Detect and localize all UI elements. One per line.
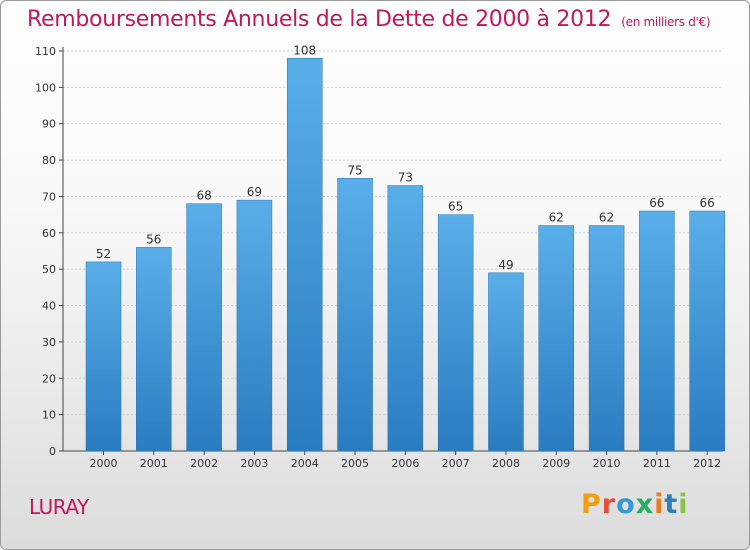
x-tick-label: 2011 bbox=[643, 457, 671, 470]
title-text: Remboursements Annuels de la Dette de 20… bbox=[27, 7, 612, 32]
data-label-2002: 68 bbox=[196, 189, 211, 203]
data-labels: 52 56 68 69 108 75 73 65 49 62 62 66 66 bbox=[96, 43, 715, 272]
x-tick-label: 2001 bbox=[140, 457, 168, 470]
bar-2003 bbox=[236, 199, 273, 452]
y-tick-label: 110 bbox=[35, 45, 56, 58]
bar-2011 bbox=[639, 210, 675, 452]
title-unit: (en milliers d'€) bbox=[621, 15, 711, 29]
bar-2004 bbox=[286, 58, 323, 452]
y-tick-label: 20 bbox=[42, 372, 56, 385]
data-label-2011: 66 bbox=[649, 196, 664, 210]
gridlines bbox=[63, 50, 723, 416]
commune-name: LURAY bbox=[29, 495, 89, 519]
proxiti-logo: Proxiti bbox=[581, 489, 689, 520]
x-tick-label: 2004 bbox=[291, 457, 319, 470]
y-tick-label: 10 bbox=[42, 409, 56, 422]
data-label-2007: 65 bbox=[448, 200, 463, 214]
data-label-2001: 56 bbox=[146, 232, 161, 246]
x-tick-label: 2012 bbox=[693, 457, 721, 470]
data-label-2003: 69 bbox=[247, 185, 262, 199]
data-label-2012: 66 bbox=[700, 196, 715, 210]
x-tick-label: 2002 bbox=[190, 457, 218, 470]
data-label-2004: 108 bbox=[293, 43, 316, 57]
bar-2005 bbox=[337, 178, 373, 452]
y-tick-label: 60 bbox=[42, 227, 56, 240]
x-tick-label: 2007 bbox=[442, 457, 470, 470]
data-label-2010: 62 bbox=[599, 211, 614, 225]
bar-2008 bbox=[488, 272, 524, 452]
bar-2007 bbox=[437, 214, 474, 452]
x-tick-label: 2005 bbox=[341, 457, 369, 470]
x-tick-label: 2010 bbox=[593, 457, 621, 470]
y-tick-label: 90 bbox=[42, 118, 56, 131]
y-tick-label: 100 bbox=[35, 81, 56, 94]
y-tick-label: 40 bbox=[42, 300, 56, 313]
y-tick-label: 30 bbox=[42, 336, 56, 349]
bar-2001 bbox=[136, 247, 172, 452]
bar-2000 bbox=[85, 261, 122, 452]
data-label-2009: 62 bbox=[549, 211, 564, 225]
bars bbox=[85, 58, 725, 452]
bar-2002 bbox=[186, 203, 222, 452]
x-tick-label: 2000 bbox=[90, 457, 118, 470]
y-tick-label: 50 bbox=[42, 263, 56, 276]
data-label-2008: 49 bbox=[498, 258, 513, 272]
bar-2010 bbox=[588, 225, 625, 452]
bar-2012 bbox=[689, 210, 725, 452]
x-tick-label: 2003 bbox=[240, 457, 268, 470]
x-tick-label: 2006 bbox=[391, 457, 419, 470]
y-tick-label: 80 bbox=[42, 154, 56, 167]
x-tick-label: 2009 bbox=[542, 457, 570, 470]
data-label-2006: 73 bbox=[398, 171, 413, 185]
bar-2009 bbox=[538, 225, 575, 452]
data-label-2000: 52 bbox=[96, 247, 111, 261]
data-label-2005: 75 bbox=[347, 163, 362, 177]
y-tick-label: 70 bbox=[42, 190, 56, 203]
bar-2006 bbox=[387, 185, 424, 452]
chart-title: Remboursements Annuels de la Dette de 20… bbox=[27, 7, 711, 32]
y-tick-label: 0 bbox=[49, 445, 56, 458]
x-tick-label: 2008 bbox=[492, 457, 520, 470]
